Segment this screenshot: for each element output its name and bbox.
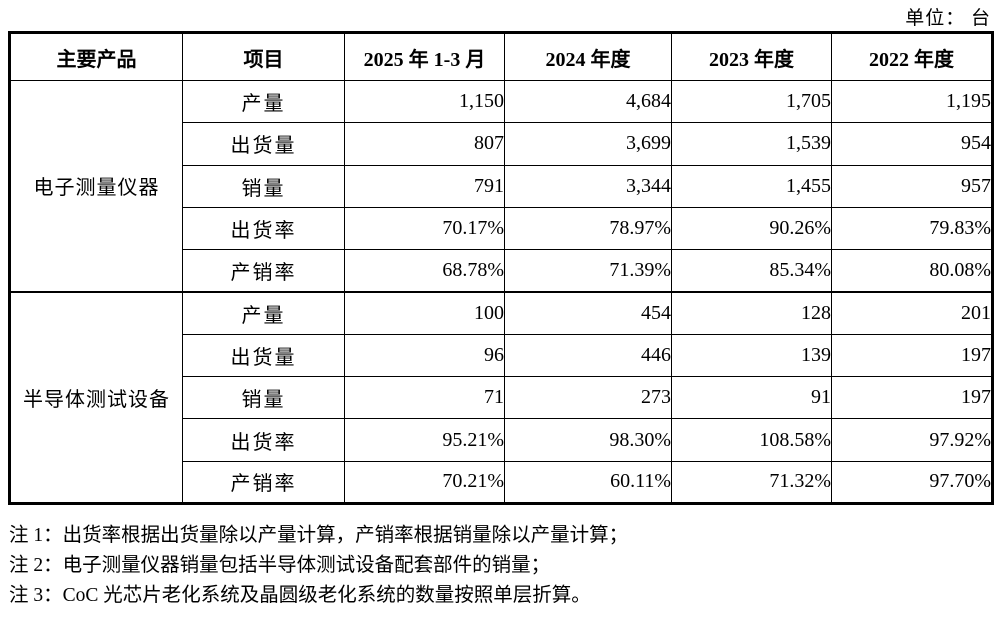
- value-cell: 1,195: [831, 79, 993, 124]
- value-cell: 71: [344, 376, 505, 420]
- value-cell: 954: [831, 122, 993, 166]
- value-cell: 273: [504, 376, 672, 420]
- footnote-2: 注 2：电子测量仪器销量包括半导体测试设备配套部件的销量；: [9, 555, 551, 576]
- value-cell: 70.21%: [344, 460, 505, 504]
- value-cell: 71.32%: [671, 460, 832, 504]
- footnotes: 注 1：出货率根据出货量除以产量计算，产销率根据销量除以产量计算； 注 2：电子…: [9, 521, 628, 611]
- table-row: 产销率 68.78% 71.39% 85.34% 80.08%: [10, 249, 993, 293]
- value-cell: 128: [671, 290, 832, 335]
- table-row: 出货率 70.17% 78.97% 90.26% 79.83%: [10, 206, 993, 251]
- header-2025q1: 2025 年 1-3 月: [344, 32, 505, 81]
- row-label-cell: 产量: [182, 290, 345, 335]
- value-cell: 197: [831, 376, 993, 420]
- value-cell: 98.30%: [504, 418, 672, 462]
- header-2024: 2024 年度: [504, 32, 672, 81]
- table-header-row: 主要产品 项目 2025 年 1-3 月 2024 年度 2023 年度 202…: [9, 32, 993, 81]
- value-cell: 197: [831, 333, 993, 378]
- value-cell: 97.70%: [831, 460, 993, 504]
- value-cell: 68.78%: [344, 249, 505, 293]
- header-2022: 2022 年度: [831, 32, 993, 81]
- header-2023: 2023 年度: [671, 32, 832, 81]
- table-row: 出货量 807 3,699 1,539 954: [10, 122, 993, 166]
- value-cell: 79.83%: [831, 206, 993, 251]
- header-item: 项目: [182, 32, 345, 81]
- value-cell: 957: [831, 164, 993, 208]
- row-label-cell: 出货率: [182, 206, 345, 251]
- header-main-product: 主要产品: [9, 32, 183, 81]
- row-label-cell: 出货量: [182, 333, 345, 378]
- table-row: 电子测量仪器 产量 1,150 4,684 1,705 1,195: [9, 79, 993, 293]
- value-cell: 96: [344, 333, 505, 378]
- production-sales-table: 主要产品 项目 2025 年 1-3 月 2024 年度 2023 年度 202…: [8, 31, 994, 505]
- row-label-cell: 产销率: [182, 460, 345, 504]
- group-name-cell: 半导体测试设备: [9, 290, 183, 504]
- value-cell: 70.17%: [344, 206, 505, 251]
- value-cell: 454: [504, 290, 672, 335]
- table-row: 半导体测试设备 产量 100 454 128 201: [9, 290, 993, 504]
- value-cell: 1,539: [671, 122, 832, 166]
- table-row: 销量 71 273 91 197: [10, 376, 993, 420]
- value-cell: 85.34%: [671, 249, 832, 293]
- row-label-cell: 销量: [182, 164, 345, 208]
- value-cell: 4,684: [504, 79, 672, 124]
- row-label-cell: 销量: [182, 376, 345, 420]
- table-row: 产销率 70.21% 60.11% 71.32% 97.70%: [10, 460, 993, 504]
- value-cell: 80.08%: [831, 249, 993, 293]
- value-cell: 71.39%: [504, 249, 672, 293]
- value-cell: 97.92%: [831, 418, 993, 462]
- row-label-cell: 出货量: [182, 122, 345, 166]
- table-row: 销量 791 3,344 1,455 957: [10, 164, 993, 208]
- value-cell: 1,455: [671, 164, 832, 208]
- value-cell: 108.58%: [671, 418, 832, 462]
- unit-label: 单位： 台: [905, 8, 991, 29]
- row-label-cell: 出货率: [182, 418, 345, 462]
- row-label-cell: 产销率: [182, 249, 345, 293]
- value-cell: 78.97%: [504, 206, 672, 251]
- row-label-cell: 产量: [182, 79, 345, 124]
- value-cell: 446: [504, 333, 672, 378]
- value-cell: 1,705: [671, 79, 832, 124]
- value-cell: 3,344: [504, 164, 672, 208]
- group-name-cell: 电子测量仪器: [9, 79, 183, 293]
- value-cell: 201: [831, 290, 993, 335]
- value-cell: 90.26%: [671, 206, 832, 251]
- value-cell: 1,150: [344, 79, 505, 124]
- value-cell: 95.21%: [344, 418, 505, 462]
- value-cell: 3,699: [504, 122, 672, 166]
- footnote-3: 注 3：CoC 光芯片老化系统及晶圆级老化系统的数量按照单层折算。: [9, 585, 591, 606]
- value-cell: 807: [344, 122, 505, 166]
- value-cell: 100: [344, 290, 505, 335]
- value-cell: 91: [671, 376, 832, 420]
- table-row: 出货量 96 446 139 197: [10, 333, 993, 378]
- footnote-1: 注 1：出货率根据出货量除以产量计算，产销率根据销量除以产量计算；: [9, 525, 629, 546]
- table-row: 出货率 95.21% 98.30% 108.58% 97.92%: [10, 418, 993, 462]
- value-cell: 139: [671, 333, 832, 378]
- value-cell: 60.11%: [504, 460, 672, 504]
- value-cell: 791: [344, 164, 505, 208]
